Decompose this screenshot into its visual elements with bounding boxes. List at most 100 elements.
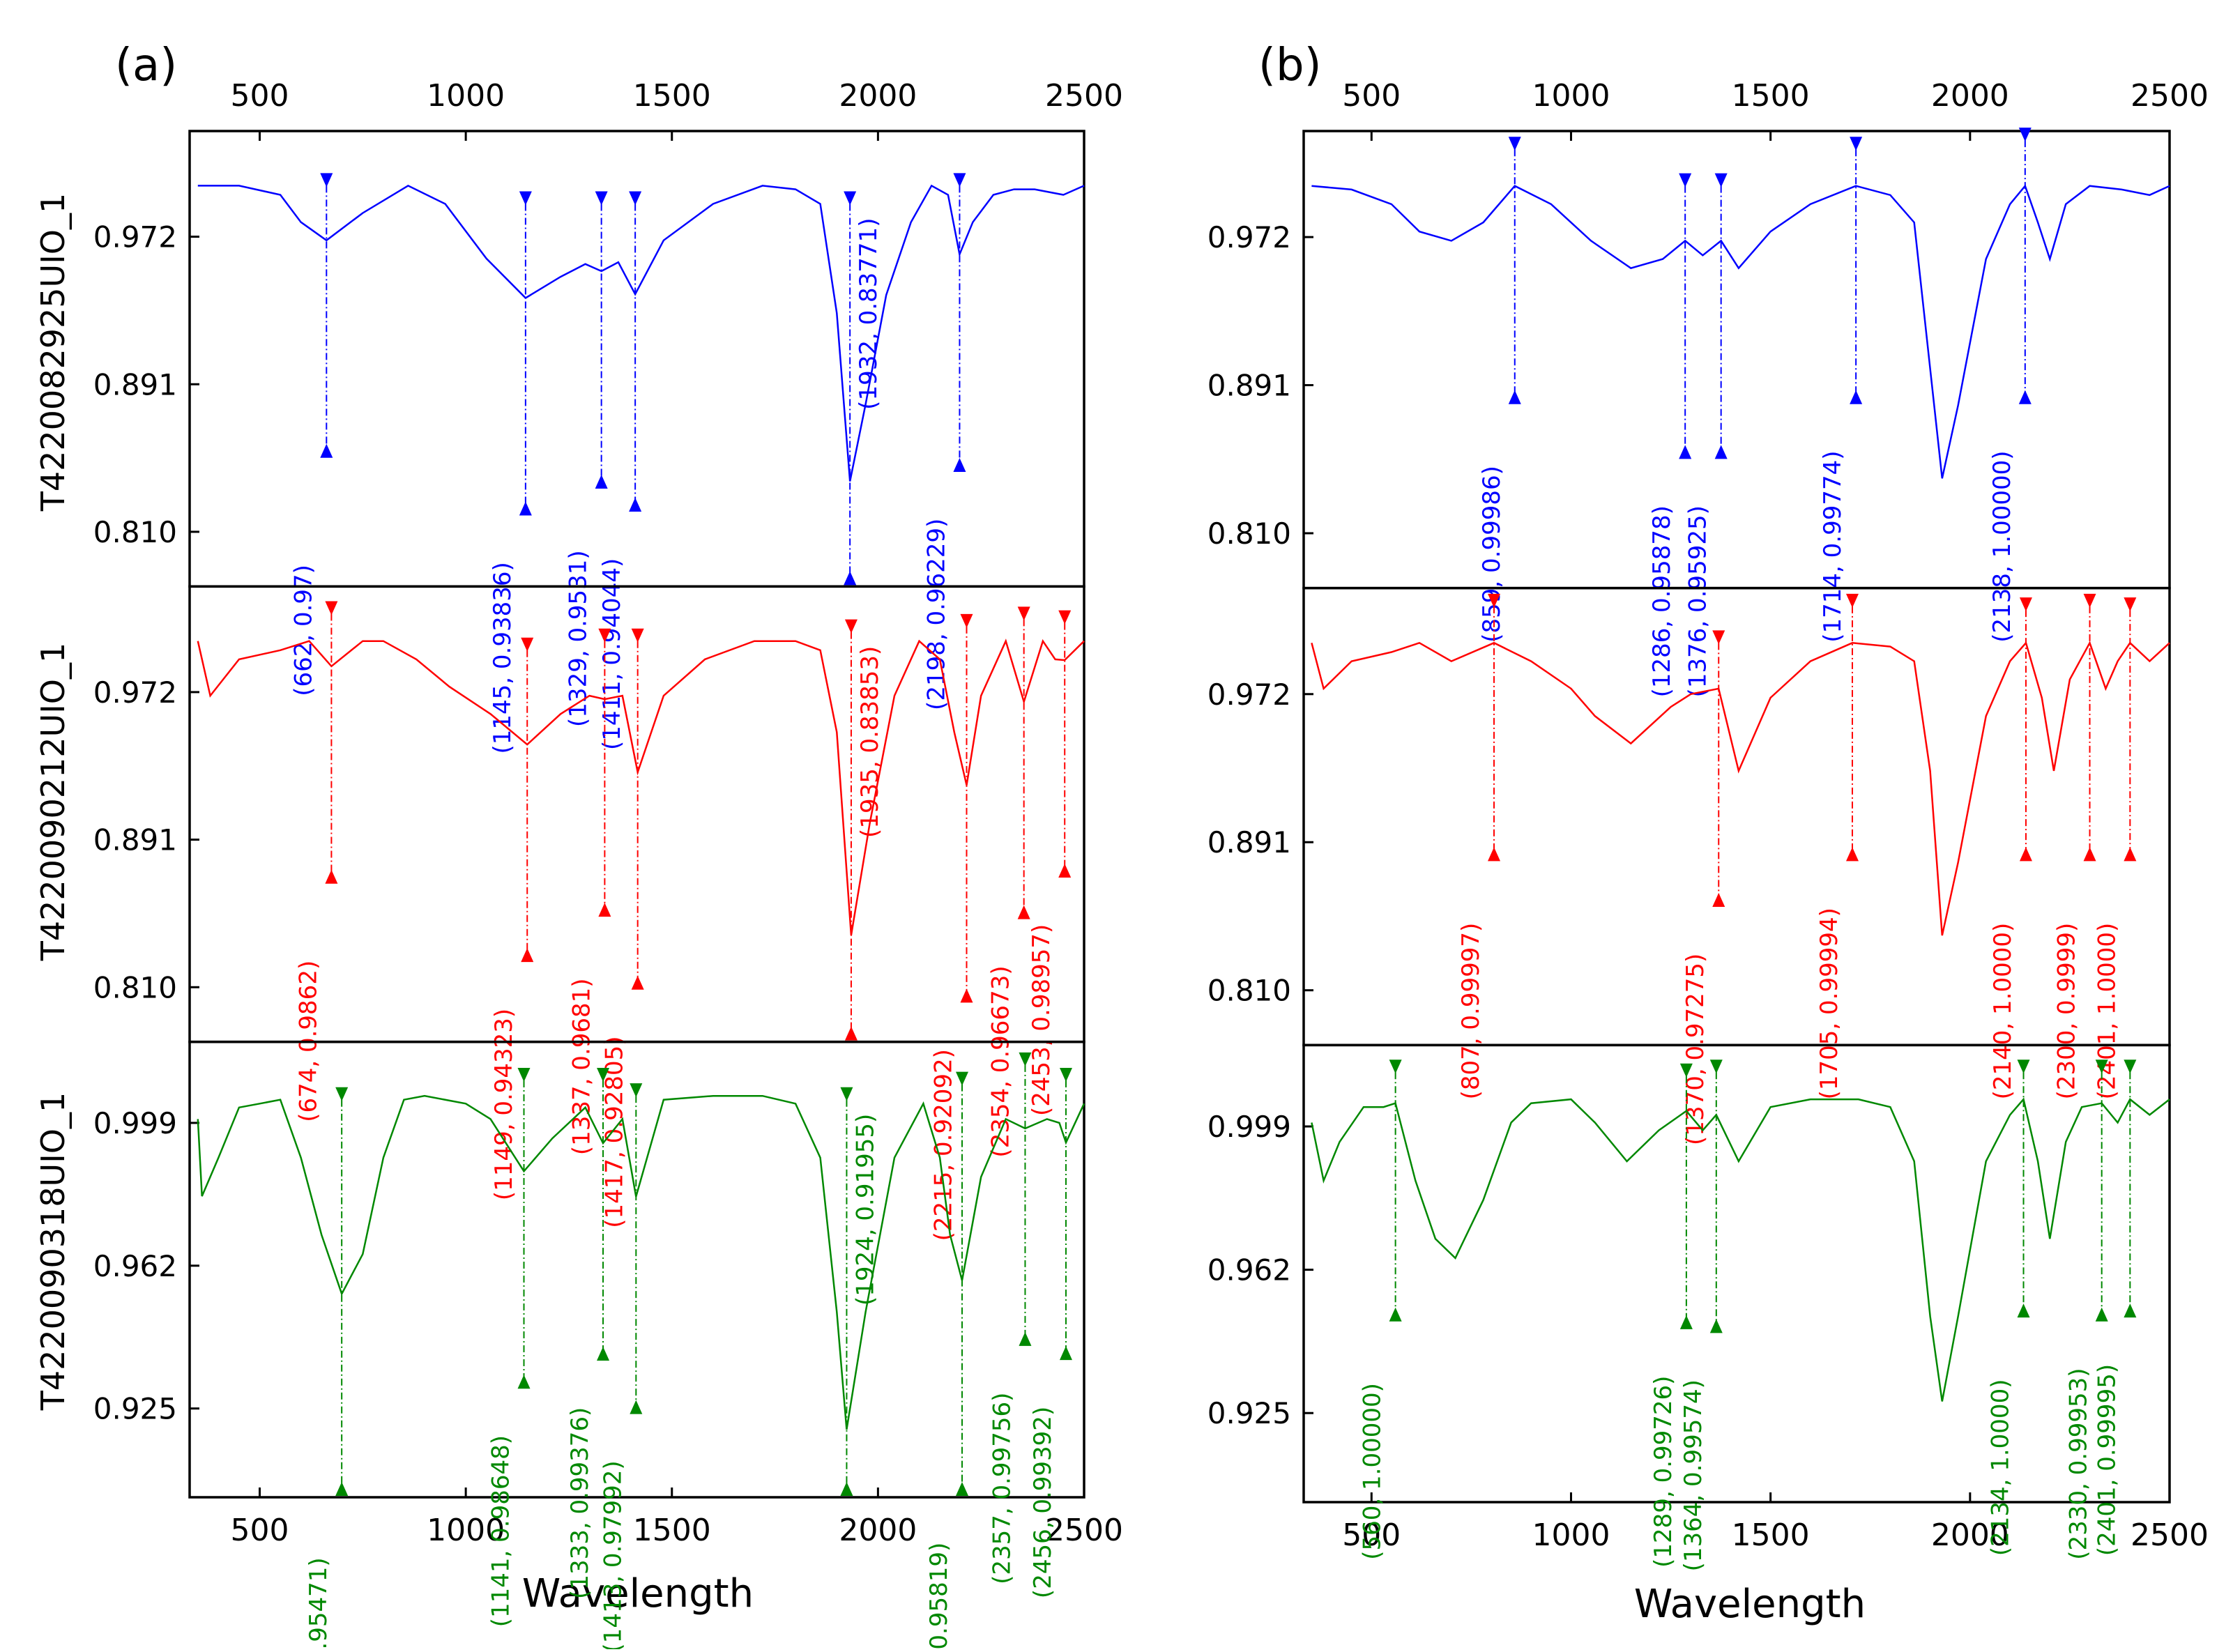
- annotation-marker-bottom: [1508, 390, 1521, 404]
- annotation-marker-top: [1017, 606, 1030, 621]
- annotation-label: (1376, 0.95925): [1684, 505, 1712, 697]
- annotation-marker-bottom: [960, 988, 973, 1003]
- top-x-tick-label: 2500: [1045, 78, 1123, 114]
- y-tick-label: 0.810: [1207, 974, 1291, 1008]
- annotation-marker-bottom: [335, 1482, 349, 1496]
- annotation-marker-bottom: [2095, 1307, 2108, 1322]
- annotation-marker-bottom: [1714, 445, 1728, 459]
- annotation-marker-top: [2095, 1060, 2108, 1074]
- annotation-marker-top: [595, 191, 608, 206]
- top-x-tick-label: 1000: [1532, 78, 1610, 114]
- annotation-marker-bottom: [1059, 1346, 1072, 1361]
- annotation-marker-top: [1019, 1052, 1032, 1066]
- top-x-tick-label: 2000: [1931, 78, 2009, 114]
- bottom-x-tick-label: 2000: [839, 1513, 917, 1548]
- top-x-tick-label: 500: [231, 78, 289, 114]
- subplot-frame-b-3: [1302, 1043, 2171, 1504]
- top-x-tick-label: 1500: [1732, 78, 1810, 114]
- annotation-label: (2198, 0.96229): [922, 519, 950, 710]
- annotation-marker-top: [2083, 593, 2096, 608]
- bottom-x-tick-label: 1500: [1732, 1517, 1810, 1553]
- y-tick-label: 0.925: [93, 1392, 177, 1426]
- annotation-marker-bottom: [1679, 1315, 1693, 1329]
- annotation-label: (2401, 1.0000): [2093, 923, 2121, 1100]
- annotation-marker-top: [325, 601, 338, 615]
- annotation-marker-top: [2018, 128, 2032, 142]
- top-x-tick-label: 2000: [839, 78, 917, 114]
- annotation-marker-top: [2124, 1060, 2137, 1074]
- annotation-marker-top: [1059, 1068, 1072, 1083]
- annotation-marker-bottom: [2017, 1303, 2030, 1318]
- annotation-label: (560, 1.00000): [1359, 1383, 1387, 1560]
- subplot-frame-b-1: [1302, 130, 2171, 590]
- spectrum-line-b-3: [1311, 1097, 2170, 1402]
- annotation-marker-top: [631, 628, 644, 643]
- annotation-marker-bottom: [1017, 905, 1030, 919]
- annotation-marker-bottom: [631, 975, 644, 990]
- annotation-label: (1411, 0.94044): [598, 558, 626, 750]
- annotation-label: (699, 0.95471): [305, 1557, 333, 1649]
- y-tick-label: 0.972: [93, 220, 177, 254]
- bottom-x-tick-label: 1000: [1532, 1517, 1610, 1553]
- top-x-tick-label: 1000: [427, 78, 505, 114]
- annotation-marker-bottom: [320, 443, 333, 458]
- y-tick-label: 0.925: [1207, 1396, 1291, 1430]
- annotation-marker-bottom: [1389, 1307, 1402, 1322]
- x-axis-title-a: Wavelength: [522, 1571, 754, 1616]
- y-tick-label: 0.891: [93, 823, 177, 857]
- bottom-x-tick-label: 1000: [427, 1513, 505, 1548]
- annotation-marker-bottom: [629, 498, 642, 512]
- annotation-label: (2354, 0.96673): [987, 965, 1015, 1157]
- annotation-marker-bottom: [598, 903, 611, 917]
- annotation-marker-top: [960, 613, 973, 628]
- annotation-label: (2453, 0.98957): [1028, 924, 1055, 1116]
- spectrum-line-b-1: [1311, 184, 2170, 479]
- annotation-label: (1337, 0.9681): [567, 978, 595, 1155]
- y-tick-label: 0.962: [93, 1249, 177, 1283]
- annotation-marker-top: [1850, 137, 1863, 151]
- annotation-marker-bottom: [844, 571, 857, 586]
- annotation-marker-top: [1714, 173, 1728, 188]
- subplot-frame-b-2: [1302, 586, 2171, 1047]
- annotation-marker-bottom: [955, 1482, 968, 1496]
- annotation-label: (1145, 0.93836): [489, 562, 517, 754]
- bottom-x-tick-label: 1500: [633, 1513, 711, 1548]
- y-tick-label: 0.972: [93, 675, 177, 710]
- annotation-marker-bottom: [2124, 847, 2137, 862]
- annotation-marker-top: [517, 1068, 531, 1083]
- annotation-label: (2456, 0.99392): [1029, 1407, 1057, 1598]
- bottom-x-tick-label: 2500: [2131, 1517, 2209, 1553]
- plot-group: 500 1000 1500 2000 2500 500 1000 1500 2000 2500 0.…: [93, 78, 2209, 1652]
- annotation-label: (2140, 1.0000): [1989, 923, 2017, 1100]
- annotation-label: (1413, 0.97992): [599, 1460, 627, 1649]
- row-label-3: T4220090318UIO_1: [34, 1092, 72, 1411]
- bottom-x-tick-label: 500: [231, 1513, 289, 1548]
- y-tick-label: 0.972: [1207, 220, 1291, 254]
- annotation-marker-bottom: [2018, 390, 2032, 404]
- annotation-marker-top: [1679, 173, 1692, 188]
- annotation-marker-top: [1508, 137, 1521, 151]
- bottom-x-tick-label: 2500: [1045, 1513, 1123, 1548]
- annotation-marker-top: [335, 1087, 349, 1101]
- annotation-label: (2204, 0.95819): [925, 1543, 953, 1649]
- annotation-label: (1714, 0.99774): [1819, 450, 1847, 642]
- annotation-label: (1141, 0.98648): [487, 1435, 515, 1627]
- annotation-label: (2401, 0.99995): [2093, 1364, 2121, 1556]
- annotation-marker-top: [1712, 630, 1725, 645]
- spectrum-line-a-1: [197, 184, 1085, 482]
- annotation-marker-top: [2124, 597, 2137, 612]
- annotation-marker-bottom: [1709, 1319, 1723, 1333]
- annotation-label: (2300, 0.9999): [2053, 923, 2081, 1100]
- row-label-2: T4220090212UIO_1: [34, 643, 72, 961]
- row-label-1: T4220082925UIO_1: [34, 193, 72, 512]
- annotation-marker-bottom: [953, 457, 966, 472]
- annotation-label: (1935, 0.83853): [856, 646, 884, 838]
- annotation-marker-top: [521, 637, 534, 652]
- annotation-marker-bottom: [2083, 847, 2096, 862]
- subplot-frame-a-3: [188, 1040, 1085, 1499]
- annotation-label: (2215, 0.92092): [929, 1049, 957, 1241]
- top-x-tick-label: 500: [1342, 78, 1401, 114]
- y-tick-label: 0.891: [1207, 825, 1291, 859]
